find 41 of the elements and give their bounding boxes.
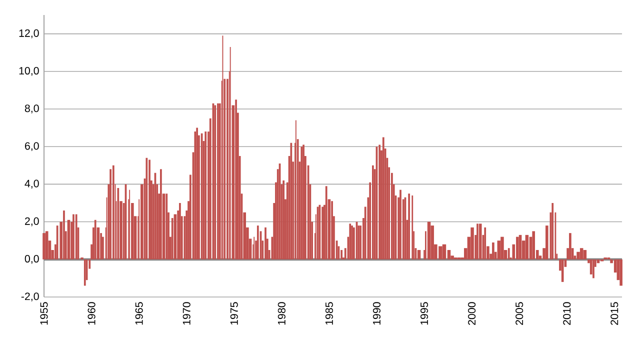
x-tick-label: 1970 — [182, 302, 190, 325]
x-tick-label: 1960 — [88, 302, 96, 325]
x-tick-label: 1980 — [278, 302, 286, 325]
y-tick-label: 0,0 — [24, 254, 39, 264]
bar — [42, 233, 46, 260]
x-tick-label: 1975 — [230, 302, 238, 325]
y-tick-label: 8,0 — [24, 104, 39, 114]
y-tick-label: 4,0 — [24, 180, 39, 189]
bar — [516, 236, 519, 260]
bar — [532, 231, 535, 260]
y-tick-label: 2,0 — [25, 217, 39, 226]
x-tick-label: 1995 — [420, 302, 428, 325]
bar — [430, 226, 434, 260]
bar — [580, 248, 584, 260]
x-tick-label: 1985 — [325, 302, 333, 325]
bar — [478, 224, 482, 260]
bar — [525, 234, 529, 260]
bar — [417, 250, 421, 260]
x-tick-label: 2000 — [468, 302, 476, 325]
bar — [427, 222, 431, 260]
y-tick-label: -2,0 — [21, 292, 39, 302]
bar — [518, 234, 522, 260]
bar — [590, 259, 592, 274]
x-tick-label: 2010 — [563, 302, 571, 325]
bar — [497, 240, 501, 260]
bar — [620, 259, 622, 286]
bar — [45, 231, 48, 260]
y-tick-label: 6,0 — [25, 142, 39, 151]
bar — [500, 236, 504, 260]
bar — [492, 242, 494, 260]
bar — [576, 252, 580, 260]
x-tick-label: 2015 — [610, 302, 618, 325]
y-tick-label: 12,0 — [19, 29, 39, 38]
y-tick-label: 10,0 — [19, 66, 39, 76]
x-tick-label: 1965 — [135, 302, 143, 325]
bar — [583, 250, 587, 260]
x-tick-label: 1990 — [372, 302, 381, 325]
x-tick-label: 1955 — [40, 302, 48, 325]
x-tick-label: 2005 — [516, 302, 524, 325]
bar — [569, 233, 572, 260]
bar — [470, 227, 474, 260]
